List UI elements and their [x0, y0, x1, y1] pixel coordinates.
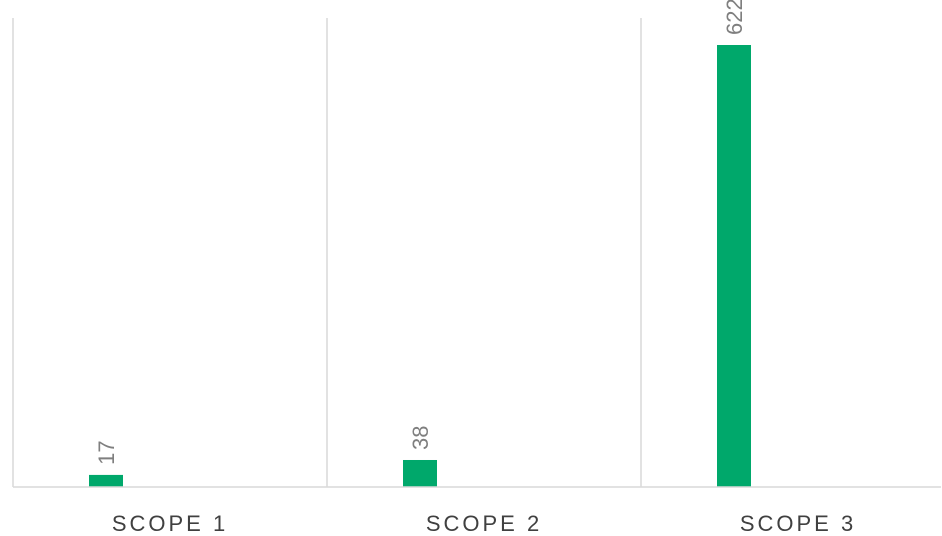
x-tick-label-1: SCOPE 1 — [112, 511, 228, 536]
x-tick-label-3: SCOPE 3 — [740, 511, 856, 536]
x-axis: SCOPE 1 SCOPE 2 SCOPE 3 — [13, 486, 941, 536]
data-label-1: 17 — [94, 440, 119, 464]
chart-bars — [89, 45, 751, 488]
bar-1 — [89, 474, 123, 487]
x-tick-label-2: SCOPE 2 — [426, 511, 542, 536]
data-label-3: 622 — [722, 0, 747, 35]
chart-gridlines — [12, 18, 642, 487]
bar-3 — [717, 45, 751, 488]
data-label-2: 38 — [408, 426, 433, 450]
bar-2 — [403, 459, 437, 487]
chart-data-labels: 17 38 622 — [94, 0, 747, 465]
